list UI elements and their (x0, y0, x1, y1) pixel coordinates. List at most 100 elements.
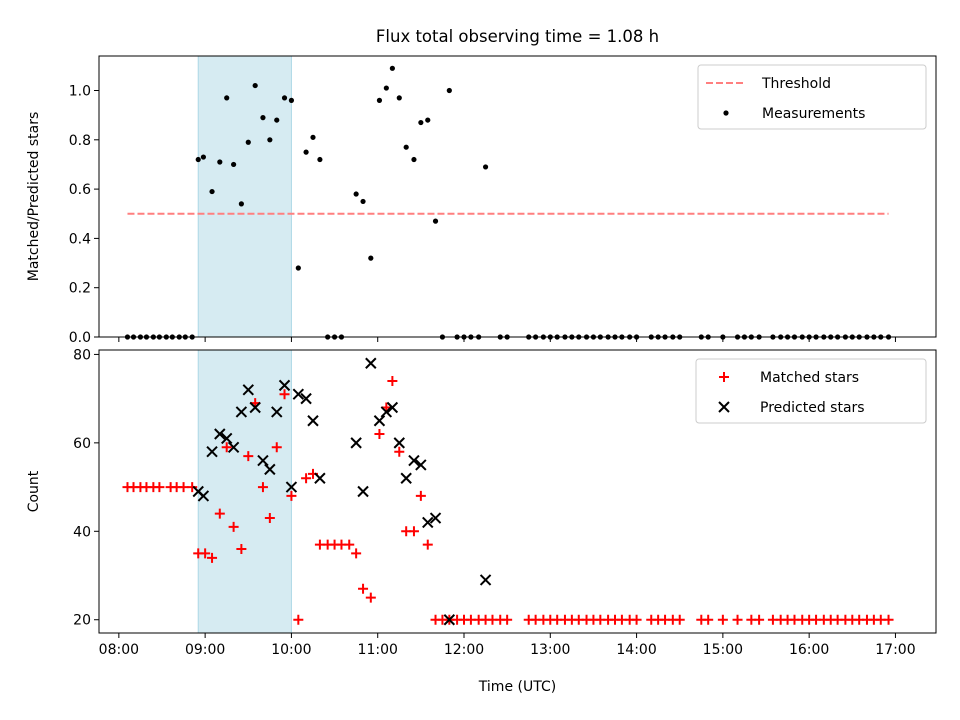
matched-stars-point (703, 614, 714, 625)
matched-stars-point (286, 490, 297, 501)
predicted-stars-point (380, 406, 393, 418)
measurements-point (389, 65, 395, 71)
measurements-point (303, 149, 309, 155)
matched-stars-point (187, 482, 198, 493)
predicted-stars-point (400, 472, 412, 484)
matched-stars-point (301, 473, 312, 484)
y-tick-label: 80 (73, 347, 91, 363)
matched-stars-point (374, 429, 385, 440)
predicted-stars-point (285, 481, 298, 493)
x-tick-label: 09:00 (185, 642, 225, 658)
legend-label: Measurements (762, 106, 865, 122)
matched-stars-point (293, 614, 304, 625)
measurements-point (353, 191, 359, 197)
measurements-point (288, 97, 295, 103)
predicted-stars-point (415, 459, 427, 471)
measurements-point (200, 154, 207, 160)
matched-stars-point (732, 614, 743, 625)
top-y-axis-label: Matched/Predicted stars (26, 112, 42, 282)
measurements-point (195, 156, 201, 163)
y-tick-label: 0.2 (69, 281, 91, 297)
x-tick-label: 08:00 (99, 642, 139, 658)
predicted-stars-point (197, 490, 210, 502)
measurements-point (368, 255, 374, 261)
matched-stars-point (271, 442, 282, 453)
x-tick-label: 11:00 (358, 642, 398, 658)
y-tick-label: 40 (73, 524, 91, 540)
legend-predicted-stars-swatch (718, 401, 730, 413)
x-tick-label: 17:00 (875, 642, 915, 658)
matched-stars-point (200, 548, 211, 559)
predicted-stars-point (220, 432, 233, 445)
measurements-point (217, 159, 223, 165)
matched-stars-point (358, 583, 369, 594)
predicted-stars-point (264, 463, 276, 476)
measurements-point (418, 119, 424, 126)
measurements-point (383, 85, 389, 91)
bottom-shaded-span (197, 349, 292, 634)
bottom-legend: Matched stars Predicted stars (695, 358, 927, 424)
matched-stars-point (207, 552, 218, 563)
matched-stars-point (394, 446, 405, 457)
predicted-stars-point (300, 392, 312, 405)
matched-stars-point (365, 592, 376, 603)
predicted-stars-point (314, 472, 326, 484)
measurements-point (310, 134, 316, 140)
predicted-stars-point (206, 445, 218, 458)
legend-matched-stars-swatch (719, 372, 729, 382)
legend-measurements-swatch (723, 110, 729, 116)
matched-stars-point (236, 543, 247, 554)
measurements-point (281, 95, 288, 101)
matched-stars-point (631, 614, 642, 625)
top-shaded-span (197, 55, 292, 338)
y-tick-label: 0.8 (69, 133, 91, 149)
predicted-stars-point (257, 454, 269, 467)
predicted-stars-point (422, 516, 434, 529)
predicted-stars-point (249, 401, 261, 414)
predicted-stars-point (278, 379, 291, 392)
predicted-stars-point (479, 574, 492, 586)
predicted-stars-point (365, 357, 377, 369)
legend-box (695, 358, 927, 424)
predicted-stars-point (307, 415, 319, 427)
predicted-stars-point (357, 485, 369, 498)
measurements-point (231, 161, 237, 168)
predicted-stars-point (443, 614, 456, 626)
measurements-point (360, 198, 366, 205)
legend-box (697, 64, 927, 130)
matched-stars-point (214, 508, 225, 519)
predicted-stars-point (350, 437, 362, 449)
matched-stars-point (228, 521, 239, 532)
predicted-stars-point (408, 454, 420, 467)
measurements-point (396, 95, 402, 101)
matched-stars-point (264, 513, 275, 524)
predicted-stars-point (393, 437, 405, 449)
bottom-axes-frame (98, 349, 937, 634)
measurements-point (274, 117, 280, 123)
top-panel: 0.0 0.2 0.4 0.6 0.8 1.0 Flux total observing … (26, 27, 937, 346)
predicted-stars-point (292, 388, 305, 400)
matched-stars-point (221, 442, 232, 453)
matched-stars-point (351, 548, 362, 559)
bottom-y-axis-label: Count (26, 470, 42, 512)
measurements-point (411, 156, 417, 163)
x-tick-label: 12:00 (444, 642, 484, 658)
matched-stars-point (502, 614, 513, 625)
predicted-stars-point (235, 406, 248, 418)
matched-stars-point (344, 539, 355, 550)
matched-stars-point (178, 482, 189, 493)
x-tick-label: 10:00 (271, 642, 311, 658)
y-tick-label: 1.0 (69, 84, 91, 100)
measurements-point (245, 139, 251, 145)
legend-label: Predicted stars (760, 400, 865, 416)
measurements-point (260, 115, 266, 121)
y-tick-label: 60 (73, 436, 91, 452)
y-tick-label: 20 (73, 613, 91, 629)
x-tick-label: 15:00 (703, 642, 743, 658)
matched-stars-point (717, 614, 728, 625)
chart-title: Flux total observing time = 1.08 h (376, 27, 659, 46)
predicted-stars-point (227, 441, 240, 453)
y-tick-label: 0.0 (69, 330, 91, 346)
measurements-point (432, 218, 439, 224)
